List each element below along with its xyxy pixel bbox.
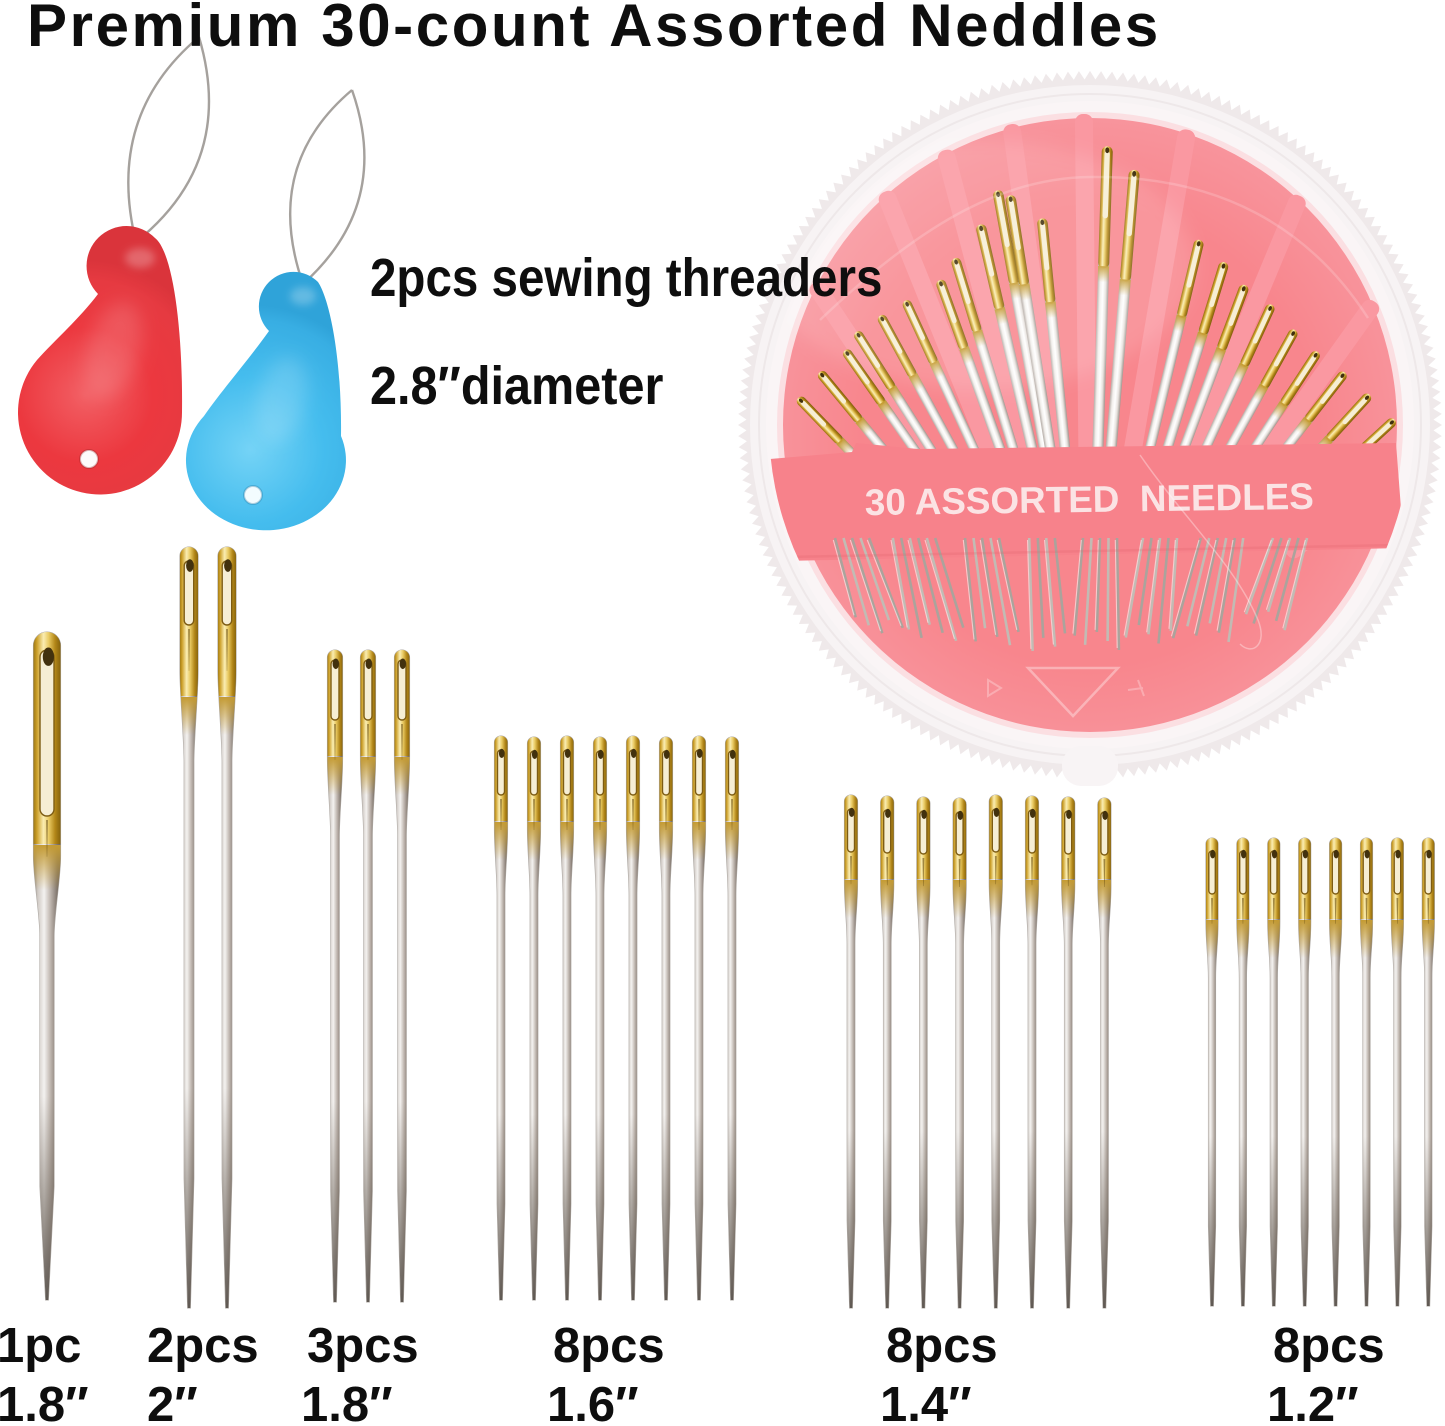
svg-text:30 ASSORTED NEEDLES: 30 ASSORTED NEEDLES <box>865 476 1315 523</box>
